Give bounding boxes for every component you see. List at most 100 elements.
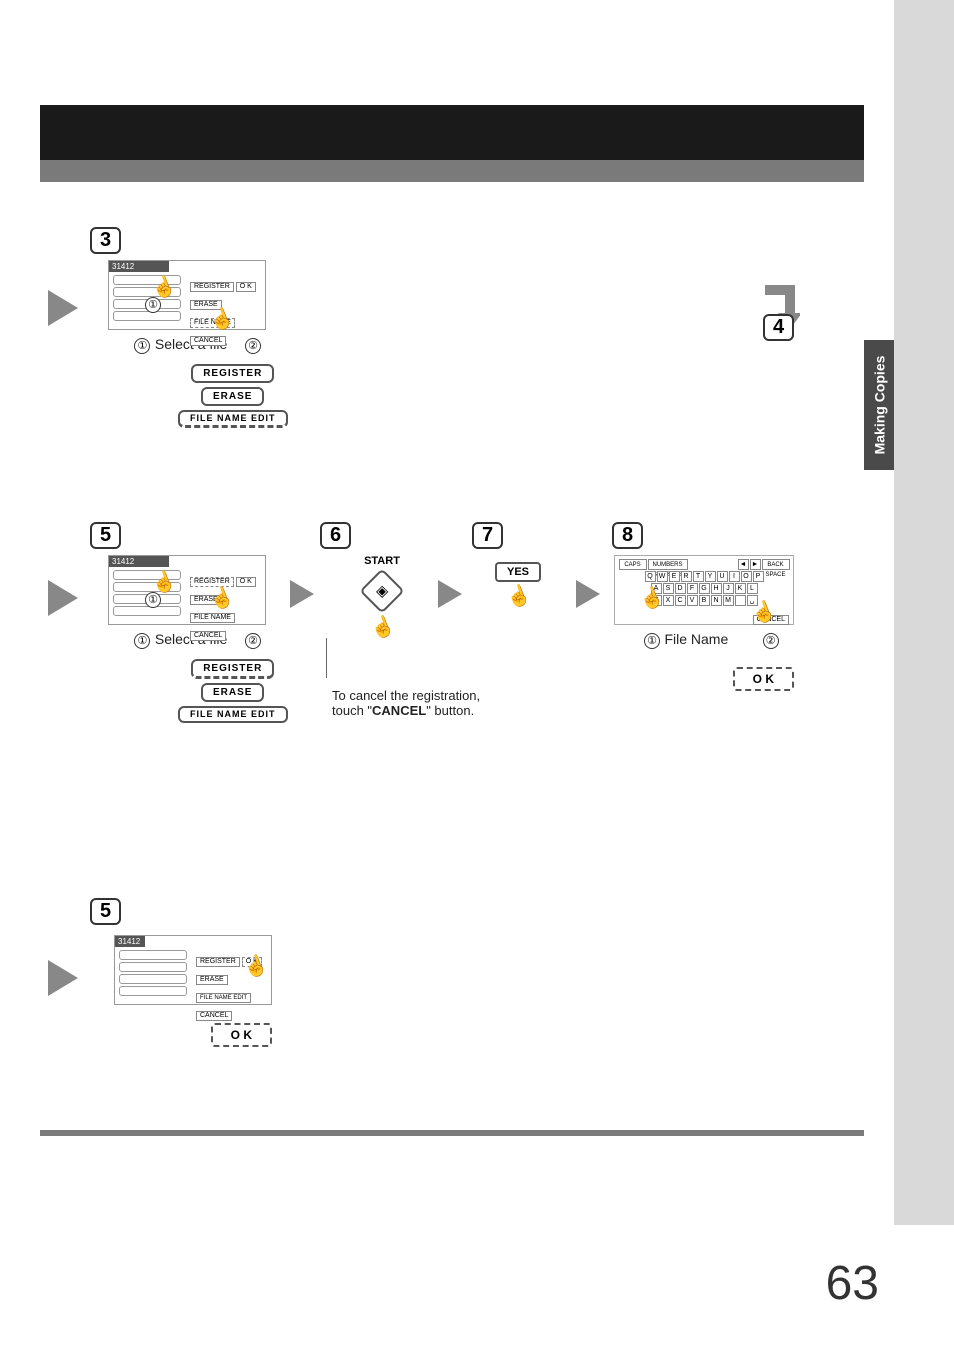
kbd-key[interactable]: R — [681, 571, 692, 582]
note-connector — [326, 638, 327, 678]
step-7: 7 — [472, 522, 503, 549]
ok-button[interactable]: O K — [211, 1023, 272, 1047]
opt-filename[interactable]: FILE NAME EDIT — [178, 706, 288, 723]
kbd-key[interactable]: P — [753, 571, 764, 582]
opt-register[interactable]: REGISTER — [191, 364, 274, 383]
side-tab-label: Making Copies — [871, 356, 887, 455]
opt-erase[interactable]: ERASE — [201, 387, 264, 406]
kbd-key[interactable]: F — [687, 583, 698, 594]
step6-panel: START ◈ ☝ — [332, 555, 432, 640]
options-stack: REGISTER ERASE FILE NAME EDIT — [178, 657, 288, 725]
kbd-key[interactable]: C — [675, 595, 686, 606]
kbd-key[interactable]: J — [723, 583, 734, 594]
step-4: 4 — [763, 314, 794, 341]
step6-note: To cancel the registration, touch "CANCE… — [332, 688, 502, 718]
kbd-key[interactable]: S — [663, 583, 674, 594]
right-margin — [894, 0, 954, 1225]
opt-filename[interactable]: FILE NAME EDIT — [178, 410, 288, 428]
step8-caption-row: ① File Name ② — [614, 631, 794, 649]
step3-panel: 31412 REGISTERO K ERASE FILE NAMECANCEL … — [108, 260, 288, 430]
arrow-icon — [438, 580, 462, 608]
note-2c: " button. — [426, 703, 474, 718]
step-number-3: 3 — [90, 227, 121, 254]
circled-1: ① — [644, 633, 660, 649]
kbd-key[interactable]: V — [687, 595, 698, 606]
header-gray-bar — [40, 160, 864, 182]
step5-panel: 31412 REGISTERO K ERASE FILE NAMECANCEL … — [108, 555, 288, 725]
note-line1: To cancel the registration, — [332, 688, 502, 703]
left-arrow-key[interactable]: ◄ — [738, 559, 749, 570]
hand-wrap: ☝ — [495, 584, 541, 609]
opt-erase[interactable]: ERASE — [201, 683, 264, 702]
kbd-key[interactable]: G — [699, 583, 710, 594]
ok-button[interactable]: O K — [733, 667, 794, 691]
arrow-icon — [576, 580, 600, 608]
ok-btn[interactable]: O K — [236, 577, 256, 587]
kbd-key[interactable]: T — [693, 571, 704, 582]
cancel-btn[interactable]: CANCEL — [196, 1011, 232, 1021]
ok-wrap: O K — [614, 667, 794, 691]
right-arrow-key[interactable]: ► — [750, 559, 761, 570]
opt-register[interactable]: REGISTER — [191, 659, 274, 679]
filename-btn[interactable]: FILE NAME EDIT — [196, 993, 251, 1003]
diamond-icon: ◈ — [376, 581, 388, 601]
file-row[interactable] — [119, 974, 187, 984]
kbd-key[interactable]: O — [741, 571, 752, 582]
numbers-key[interactable]: NUMBERS SYMBOLS — [648, 559, 688, 570]
kbd-key[interactable]: E — [669, 571, 680, 582]
ok-wrap: O K — [114, 1023, 272, 1047]
filename-btn[interactable]: FILE NAME — [190, 613, 235, 623]
start-button[interactable]: ◈ — [359, 568, 404, 613]
kbd-key[interactable]: M — [723, 595, 734, 606]
kbd-key[interactable]: I — [729, 571, 740, 582]
step8-caption: File Name — [664, 631, 728, 647]
kbd-key[interactable]: B — [699, 595, 710, 606]
kbd-key[interactable]: K — [735, 583, 746, 594]
step-5: 5 — [90, 522, 121, 549]
screen-panel: 31412 REGISTERO K ERASE FILE NAMECANCEL … — [108, 260, 266, 330]
step-6: 6 — [320, 522, 351, 549]
hand-wrap: ☝ — [332, 615, 432, 640]
step-number-5b: 5 — [90, 898, 121, 925]
kbd-key[interactable]: N — [711, 595, 722, 606]
register-btn[interactable]: REGISTER — [196, 957, 240, 967]
file-row[interactable] — [113, 311, 181, 321]
file-row[interactable] — [119, 962, 187, 972]
kbd-key[interactable]: Y — [705, 571, 716, 582]
kbd-key[interactable]: H — [711, 583, 722, 594]
kbd-key[interactable]: W — [657, 571, 668, 582]
kbd-key[interactable] — [735, 595, 746, 606]
screen-panel: 31412 REGISTERO K ERASE FILE NAMECANCEL … — [108, 555, 266, 625]
step-8: 8 — [612, 522, 643, 549]
caps-key[interactable]: CAPS — [619, 559, 647, 570]
ok-btn[interactable]: O K — [236, 282, 256, 292]
hand-cursor-icon: ☝ — [366, 611, 398, 643]
arrow-icon — [48, 580, 78, 616]
file-row[interactable] — [113, 606, 181, 616]
kbd-key[interactable]: L — [747, 583, 758, 594]
start-label: START — [332, 555, 432, 567]
hand-cursor-icon: ☝ — [502, 580, 534, 612]
step7-panel: YES ☝ — [495, 562, 541, 609]
erase-btn[interactable]: ERASE — [196, 975, 228, 985]
file-row[interactable] — [119, 950, 187, 960]
circled-1: ① — [134, 633, 150, 649]
step-number-6: 6 — [320, 522, 351, 549]
kbd-key[interactable]: D — [675, 583, 686, 594]
backspace-key[interactable]: BACK SPACE — [762, 559, 790, 570]
file-row[interactable] — [119, 986, 187, 996]
note-2b: CANCEL — [372, 703, 426, 718]
register-btn[interactable]: REGISTER — [190, 282, 234, 292]
yes-button[interactable]: YES — [495, 562, 541, 582]
cancel-btn[interactable]: CANCEL — [190, 336, 226, 346]
kbd-key[interactable]: U — [717, 571, 728, 582]
kbd-row-1: QWERTYUIOP — [618, 571, 790, 582]
file-list — [119, 950, 187, 998]
step5b-panel: 31412 REGISTERO K ERASE FILE NAME EDITCA… — [114, 935, 272, 1047]
options-stack: REGISTER ERASE FILE NAME EDIT — [178, 362, 288, 430]
kbd-key[interactable]: Q — [645, 571, 656, 582]
circled-1: ① — [134, 338, 150, 354]
header-black-bar — [40, 105, 864, 160]
cancel-btn[interactable]: CANCEL — [190, 631, 226, 641]
step-number-8: 8 — [612, 522, 643, 549]
